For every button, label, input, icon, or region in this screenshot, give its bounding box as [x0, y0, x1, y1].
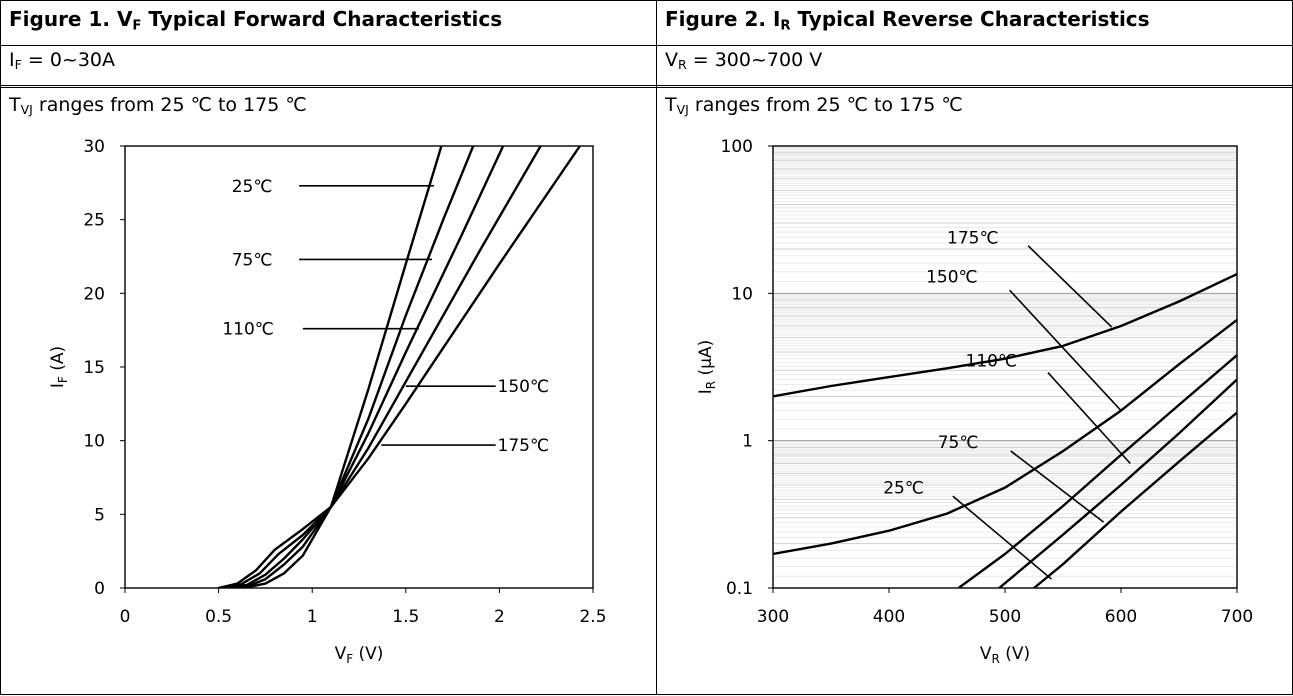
series-line [218, 146, 581, 588]
annotation-leader [1010, 450, 1105, 523]
annotation-label: 175℃ [947, 228, 999, 248]
figure-1-panel: Figure 1. VF Typical Forward Characteris… [1, 1, 657, 694]
y-tick-label: 15 [83, 358, 105, 378]
annotation-leader [952, 495, 1052, 580]
condition-divider [1, 87, 1292, 88]
annotation-leader [1047, 372, 1131, 465]
annotation-leader [1009, 289, 1122, 412]
plot-frame [124, 145, 594, 589]
series-line [773, 273, 1237, 398]
forward-characteristics-chart: 0 0.5 1 1.5 2 2.5 0 5 10 15 20 25 30 VF (V) IF (A) 25℃ 7… [48, 137, 607, 666]
header-divider [1, 45, 1292, 46]
annotation-label: 75℃ [938, 433, 979, 453]
figure-1-title: Figure 1. VF Typical Forward Characteris… [9, 7, 503, 34]
annotation-label: 150℃ [498, 377, 550, 397]
reverse-characteristics-chart: 300 400 500 600 700 0.1 1 10 100 VR (V) IR (μA) 175… [696, 137, 1253, 666]
y-tick-label: 5 [94, 505, 105, 525]
x-tick-label: 0 [120, 607, 131, 627]
y-tick-label: 0.1 [726, 579, 753, 599]
x-tick-label: 400 [873, 607, 905, 627]
series-line [218, 146, 443, 588]
figure-2-panel: Figure 2. IR Typical Reverse Characteris… [657, 1, 1293, 694]
series-line [218, 146, 505, 588]
x-tick-label: 0.5 [205, 607, 232, 627]
y-tick-label: 30 [83, 137, 105, 157]
figure-2-title: Figure 2. IR Typical Reverse Characteris… [665, 7, 1150, 34]
x-axis-title: VF (V) [335, 644, 384, 666]
x-tick-label: 700 [1221, 607, 1253, 627]
annotation-leader [1027, 245, 1113, 328]
series-line [773, 318, 1237, 556]
y-axis-title: IR (μA) [696, 340, 718, 394]
figure-1-condition: IF = 0~30A [1, 45, 656, 86]
annotation-label: 110℃ [222, 320, 274, 340]
figure-1-temperature-range: TVJ ranges from 25 ℃ to 175 ℃ [9, 94, 307, 118]
series-line [998, 378, 1237, 588]
figure-2-condition: VR = 300~700 V [657, 45, 1293, 86]
figure-2-temperature-range: TVJ ranges from 25 ℃ to 175 ℃ [665, 94, 963, 118]
y-tick-label: 100 [721, 137, 753, 157]
x-tick-label: 1.5 [392, 607, 419, 627]
series-line [1033, 411, 1237, 588]
y-tick-label: 1 [742, 432, 753, 452]
x-tick-label: 2 [494, 607, 505, 627]
y-tick-label: 10 [731, 284, 753, 304]
x-tick-label: 600 [1105, 607, 1137, 627]
x-tick-label: 1 [307, 607, 318, 627]
annotation-label: 75℃ [232, 250, 273, 270]
y-tick-label: 0 [94, 579, 105, 599]
series-line [218, 146, 542, 588]
annotation-label: 25℃ [883, 479, 924, 499]
y-tick-label: 20 [83, 284, 105, 304]
annotation-label: 150℃ [926, 268, 978, 288]
grid [773, 146, 1237, 577]
x-tick-label: 300 [757, 607, 789, 627]
x-axis-title: VR (V) [980, 644, 1030, 666]
annotation-label: 110℃ [966, 352, 1018, 372]
y-tick-label: 10 [83, 432, 105, 452]
y-tick-label: 25 [83, 211, 105, 231]
series-line [218, 146, 475, 588]
annotation-label: 175℃ [498, 436, 550, 456]
series-line [957, 354, 1237, 588]
x-tick-label: 2.5 [579, 607, 606, 627]
x-tick-label: 500 [989, 607, 1021, 627]
annotation-label: 25℃ [232, 177, 273, 197]
y-axis-title: IF (A) [48, 346, 70, 388]
